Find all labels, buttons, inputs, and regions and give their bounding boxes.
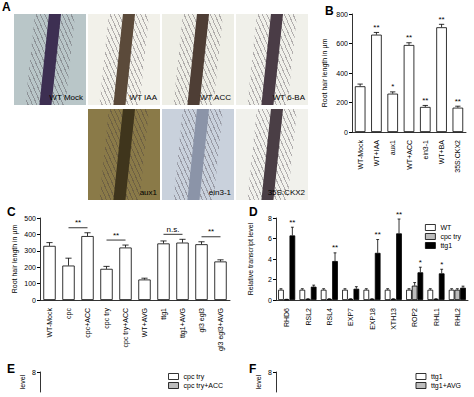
svg-text:E: E (7, 362, 15, 376)
svg-text:cpc try: cpc try (184, 373, 205, 381)
svg-text:D: D (249, 205, 258, 219)
svg-text:ROP2: ROP2 (411, 308, 418, 327)
svg-text:400: 400 (336, 70, 348, 77)
svg-text:200: 200 (24, 264, 36, 271)
svg-text:**: ** (75, 218, 81, 227)
svg-text:WT+AVG: WT+AVG (141, 308, 148, 337)
svg-text:RSL4: RSL4 (326, 308, 333, 326)
svg-text:6: 6 (268, 235, 272, 242)
svg-text:0: 0 (32, 297, 36, 304)
html-text:WT ACC: WT ACC (200, 93, 231, 102)
svg-text:EXP18: EXP18 (369, 308, 376, 330)
svg-text:WT+BA: WT+BA (438, 140, 445, 165)
svg-text:cpc try+ACC: cpc try+ACC (184, 382, 223, 390)
svg-text:8: 8 (268, 369, 272, 376)
svg-text:600: 600 (336, 40, 348, 47)
svg-text:C: C (7, 205, 16, 219)
html-text:35S:CKX2: 35S:CKX2 (267, 188, 305, 197)
svg-text:ttg1: ttg1 (160, 308, 168, 320)
svg-text:ttg1+AVG: ttg1+AVG (179, 308, 187, 338)
svg-text:**: ** (289, 218, 295, 227)
svg-text:ttg1: ttg1 (440, 242, 452, 250)
svg-text:B: B (325, 4, 334, 18)
svg-text:XTH13: XTH13 (390, 308, 397, 330)
html-text:ein3-1: ein3-1 (208, 188, 231, 197)
html-text:WT Mock: WT Mock (49, 93, 83, 102)
svg-text:Relative transcript level: Relative transcript level (247, 222, 255, 295)
svg-text:*: * (440, 260, 443, 269)
svg-text:800: 800 (336, 11, 348, 18)
svg-text:level: level (19, 374, 26, 389)
html-text:aux1: aux1 (139, 188, 157, 197)
svg-text:**: ** (375, 230, 381, 239)
svg-text:**: ** (438, 15, 444, 24)
svg-text:400: 400 (24, 231, 36, 238)
svg-text:cpc try+ACC: cpc try+ACC (122, 308, 130, 347)
svg-text:WT-Mock: WT-Mock (357, 140, 364, 170)
svg-text:8: 8 (32, 369, 36, 376)
svg-text:cpc try: cpc try (103, 308, 111, 329)
svg-text:ttg1: ttg1 (431, 373, 443, 381)
svg-text:Root hair length in µm: Root hair length in µm (11, 225, 19, 294)
svg-text:RHL2: RHL2 (454, 308, 461, 326)
svg-text:**: ** (208, 227, 214, 236)
svg-text:gl3 egl3+AVG: gl3 egl3+AVG (217, 308, 225, 351)
svg-text:500: 500 (24, 215, 36, 222)
svg-text:100: 100 (24, 280, 36, 287)
svg-text:*: * (419, 258, 422, 267)
svg-text:aux1: aux1 (389, 140, 396, 155)
svg-text:cpc+ACC: cpc+ACC (84, 308, 92, 338)
svg-text:ein3-1: ein3-1 (422, 140, 429, 160)
svg-text:Root hair length in µm: Root hair length in µm (321, 39, 329, 108)
svg-text:35S:CKX2: 35S:CKX2 (454, 140, 461, 173)
svg-text:WT-Mock: WT-Mock (46, 308, 53, 338)
html-text:WT 6-BA: WT 6-BA (272, 93, 305, 102)
svg-text:WT: WT (440, 224, 452, 231)
svg-text:F: F (249, 362, 256, 376)
svg-text:**: ** (455, 97, 461, 106)
html-text:WT IAA: WT IAA (129, 93, 157, 102)
svg-text:2: 2 (268, 276, 272, 283)
svg-text:level: level (255, 374, 262, 389)
svg-text:0: 0 (344, 129, 348, 136)
svg-text:WT+IAA: WT+IAA (373, 140, 380, 167)
svg-text:**: ** (406, 33, 412, 42)
svg-text:*: * (391, 82, 394, 91)
svg-text:RSL2: RSL2 (305, 308, 312, 326)
svg-text:300: 300 (24, 247, 36, 254)
svg-text:0: 0 (268, 297, 272, 304)
svg-text:8: 8 (268, 215, 272, 222)
svg-text:4: 4 (268, 256, 272, 263)
svg-text:WT+ACC: WT+ACC (406, 140, 413, 170)
svg-text:**: ** (422, 96, 428, 105)
svg-text:gl3 egl3: gl3 egl3 (198, 308, 206, 333)
svg-text:cpc try: cpc try (440, 233, 461, 241)
svg-text:RHL1: RHL1 (433, 308, 440, 326)
svg-text:RHD6: RHD6 (283, 308, 290, 327)
svg-text:cpc: cpc (65, 308, 73, 319)
svg-text:EXP7: EXP7 (347, 308, 354, 326)
svg-text:**: ** (373, 23, 379, 32)
svg-text:**: ** (113, 231, 119, 240)
svg-text:**: ** (332, 243, 338, 252)
html-text:A: A (2, 0, 11, 14)
svg-text:200: 200 (336, 99, 348, 106)
svg-text:**: ** (396, 210, 402, 219)
svg-text:n.s.: n.s. (167, 225, 180, 234)
svg-text:ttg1+AVG: ttg1+AVG (431, 382, 461, 390)
